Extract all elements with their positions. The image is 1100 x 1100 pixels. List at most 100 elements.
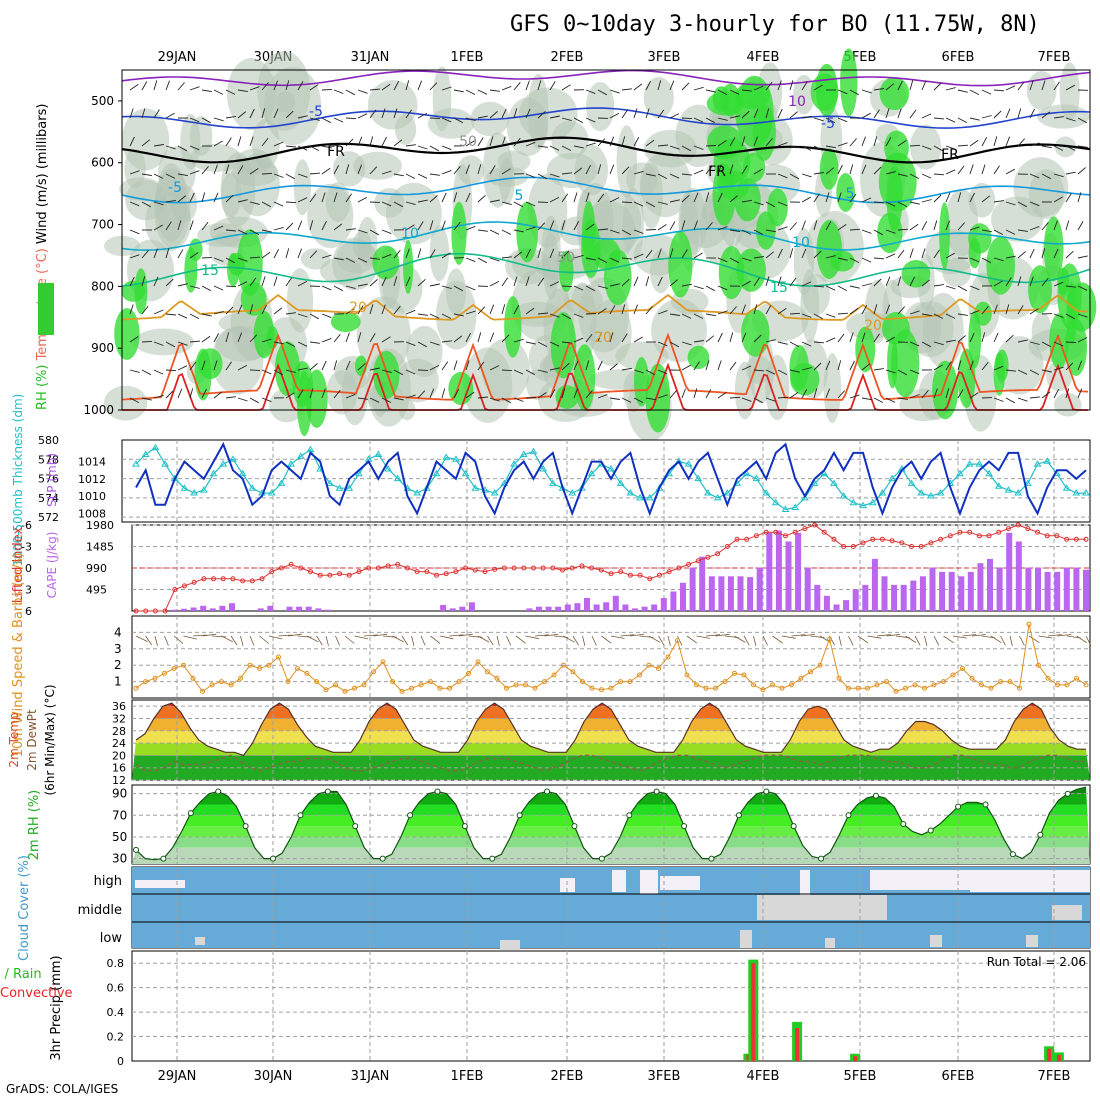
wind-barb (261, 397, 272, 403)
upper-frame (121, 69, 1091, 411)
wind-barb (585, 313, 597, 315)
thickness-marker (548, 479, 557, 486)
wind-barb (525, 369, 536, 376)
rh-green-blob (939, 202, 950, 270)
wind-barb (357, 362, 366, 371)
wind-barb (945, 145, 956, 150)
wind-barb (645, 229, 657, 231)
wind-barb (657, 248, 662, 259)
wind-barb (945, 117, 956, 123)
wind-speed-marker (181, 662, 186, 668)
wind-barb (1041, 248, 1046, 259)
wind-barb (585, 142, 596, 147)
wind-barb (789, 111, 798, 119)
rh-green-blob (819, 148, 839, 190)
wind-barb (561, 117, 572, 122)
wind-barb (249, 108, 255, 119)
wind-barb (717, 140, 727, 147)
wind-barb (453, 221, 461, 231)
wind-barb (837, 333, 845, 343)
wind-barb (321, 117, 332, 124)
lifted-index-marker (492, 566, 498, 572)
cloud-row-label: high (94, 874, 122, 889)
cape-bar (795, 532, 802, 611)
wind-barb (753, 277, 760, 287)
wind-barb (201, 313, 212, 317)
rh-gray-blob (586, 82, 615, 132)
temp-tick-label: 32 (112, 712, 126, 725)
wind-speed-marker (247, 662, 253, 668)
wind-barb (1053, 366, 1064, 371)
surface-wind-barb (154, 635, 158, 646)
date-label-bottom: 4FEB (747, 1069, 780, 1084)
lifted-index-marker (327, 572, 333, 578)
wind-barb (693, 313, 704, 319)
wind-speed-marker (922, 685, 927, 691)
thickness-marker (936, 489, 945, 496)
wind-speed-marker (437, 685, 443, 691)
wind-barb (909, 173, 920, 179)
wind-barb (369, 304, 374, 315)
cape-bar (1054, 571, 1061, 611)
axis-label-part: (millibars) (35, 104, 50, 174)
wind-barb (189, 86, 200, 91)
surface-wind-barb (192, 634, 207, 637)
wind-barb (561, 145, 572, 151)
wind-barb (621, 201, 633, 204)
cloud-gap (740, 930, 752, 948)
wind-barb (681, 364, 691, 371)
wind-barb (729, 89, 740, 95)
surface-wind-barb (800, 634, 815, 637)
wind-barb (369, 397, 380, 403)
wind-speed-marker (988, 685, 994, 691)
thickness-axis-label: 1000-500mb Thickness (dm) (11, 394, 25, 567)
wind-barb (621, 367, 632, 371)
wind-barb (189, 361, 197, 371)
surface-wind-barb (534, 634, 549, 637)
surface-wind-barb (848, 635, 854, 646)
minmax-axis-label: (6hr Min/Max) (°C) (43, 684, 57, 795)
surface-wind-barb (306, 635, 319, 643)
wind-barb (429, 388, 435, 399)
wind-barb (681, 145, 692, 152)
surface-wind-barb (240, 635, 244, 646)
wind-barb (777, 226, 788, 231)
wind-barb (501, 304, 506, 315)
wind-barb (861, 304, 868, 315)
wind-barb (129, 170, 140, 175)
rh-gray-blob (367, 80, 418, 130)
wind-barb (417, 248, 422, 259)
wind-barb (465, 117, 476, 122)
wind-barb (1029, 396, 1040, 399)
wind-barb (597, 164, 602, 175)
wind-barb (765, 81, 773, 91)
wind-barb (285, 341, 296, 347)
wind-barb (585, 192, 590, 203)
rh-marker (1064, 790, 1071, 797)
wind-barb (981, 115, 992, 119)
wind-barb (597, 285, 608, 289)
cape-bar (775, 530, 782, 611)
cape-bar (1083, 569, 1089, 611)
wind-speed-marker (152, 675, 158, 681)
wind-barb (441, 340, 452, 343)
wind-barb (453, 388, 460, 399)
surface-wind-barb (145, 635, 153, 646)
cape-bar (171, 609, 178, 611)
wind-barb (681, 194, 690, 203)
thickness-marker (471, 484, 480, 491)
cape-bar (958, 576, 965, 611)
wind-barb (813, 313, 824, 320)
rh-gray-blob (1031, 312, 1052, 352)
rh-gray-blob (124, 148, 146, 189)
wind-barb (1065, 117, 1076, 122)
wind-barb (909, 310, 920, 315)
wind-barb (525, 108, 531, 119)
wind-barb (861, 112, 871, 119)
surface-wind-barb (952, 635, 967, 639)
contour-label: 10 (792, 235, 810, 251)
wind-barb (489, 304, 495, 315)
wind-barb (177, 82, 185, 91)
wind-barb (621, 278, 630, 287)
lifted-index-marker (1054, 533, 1060, 539)
